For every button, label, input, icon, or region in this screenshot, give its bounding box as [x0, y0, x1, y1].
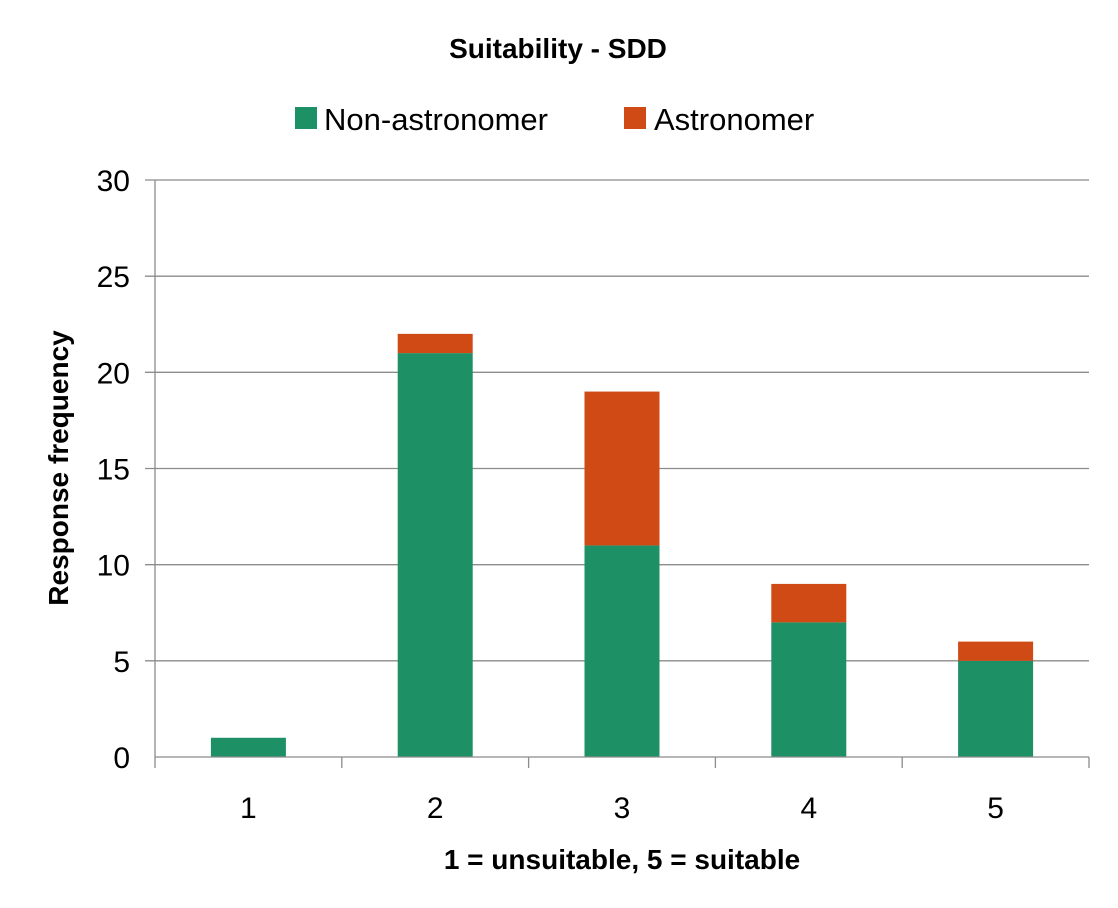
x-axis-tick-labels: 1 2 3 4 5	[240, 792, 1004, 825]
y-axis-tick-labels: 0 5 10 15 20 25 30	[97, 165, 130, 775]
y-tick-label-15: 15	[97, 454, 130, 487]
x-axis	[154, 756, 1090, 768]
y-tick-label-10: 10	[97, 550, 130, 583]
legend-swatch-non-astronomer	[295, 107, 317, 129]
bar-non-astronomer-1	[210, 737, 286, 757]
y-tick-label-30: 30	[97, 165, 130, 198]
bars	[210, 333, 1034, 757]
bar-astronomer-5	[958, 641, 1034, 661]
chart-title: Suitability - SDD	[449, 33, 667, 64]
bar-non-astronomer-3	[584, 545, 660, 757]
x-tick-label-1: 1	[240, 792, 257, 825]
y-tick-label-5: 5	[113, 646, 130, 679]
legend-label-non-astronomer: Non-astronomer	[324, 102, 548, 137]
legend: Non-astronomer Astronomer	[295, 102, 814, 137]
bar-astronomer-4	[771, 583, 847, 623]
y-tick-label-25: 25	[97, 261, 130, 294]
bar-astronomer-2	[397, 333, 473, 354]
bar-non-astronomer-4	[771, 622, 847, 757]
bar-non-astronomer-2	[397, 353, 473, 757]
x-tick-label-5: 5	[987, 792, 1004, 825]
bar-non-astronomer-5	[958, 660, 1034, 757]
x-tick-label-2: 2	[427, 792, 444, 825]
x-axis-title: 1 = unsuitable, 5 = suitable	[444, 844, 800, 875]
legend-swatch-astronomer	[624, 107, 646, 129]
y-tick-label-20: 20	[97, 357, 130, 390]
y-tick-label-0: 0	[113, 742, 130, 775]
x-tick-label-4: 4	[800, 792, 817, 825]
x-tick-label-3: 3	[614, 792, 631, 825]
legend-label-astronomer: Astronomer	[654, 102, 814, 137]
y-axis-title: Response frequency	[43, 330, 74, 606]
bar-astronomer-3	[584, 391, 660, 546]
